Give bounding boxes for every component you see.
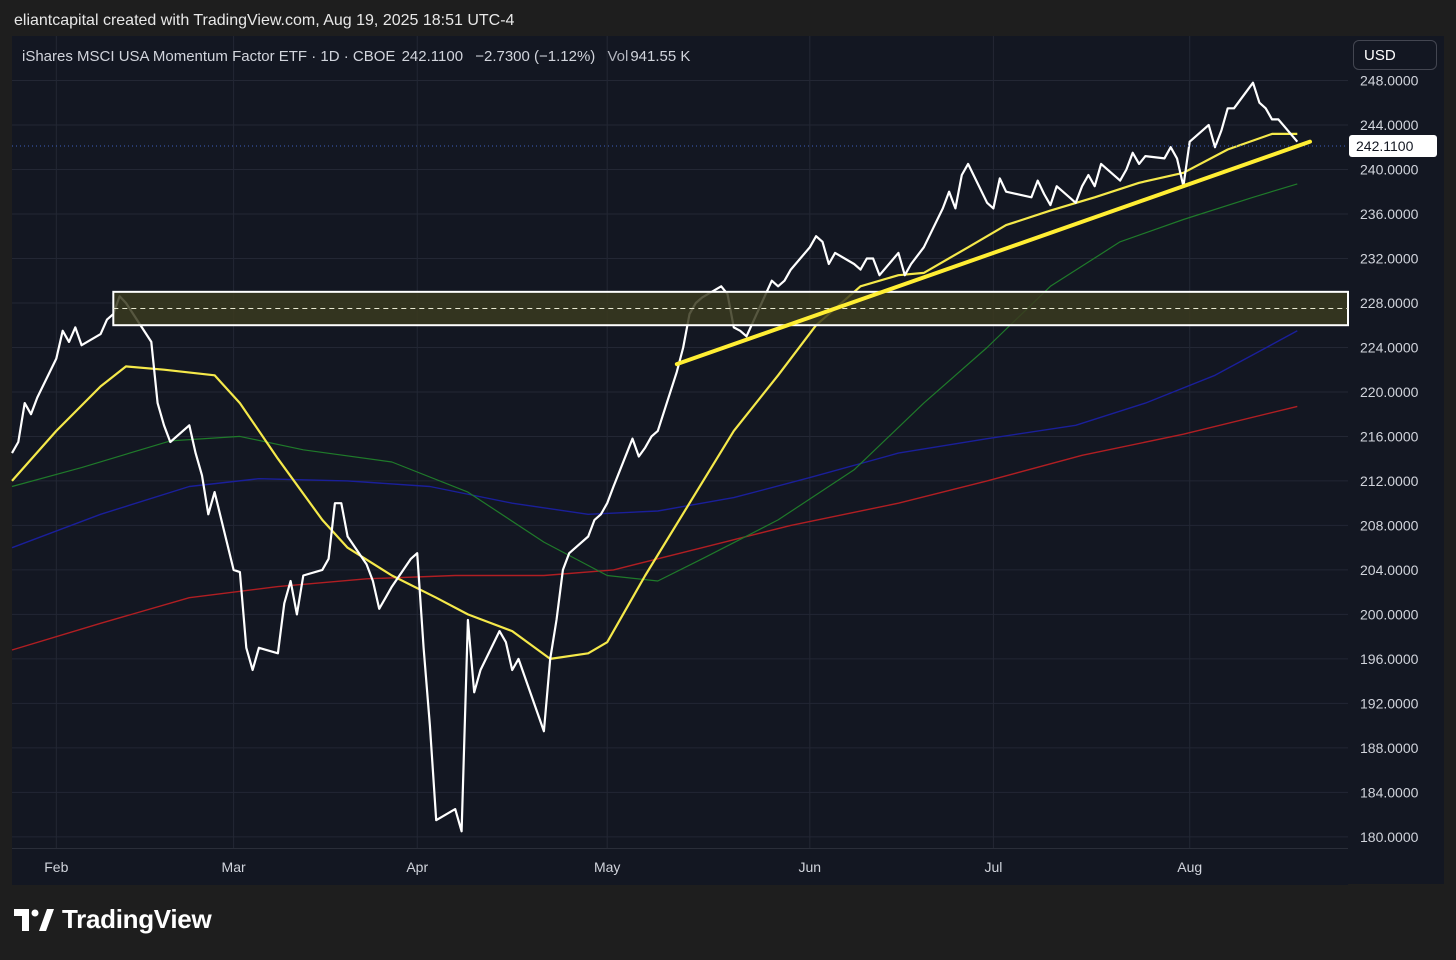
currency-button[interactable]: USD <box>1353 40 1437 70</box>
legend-symbol: iShares MSCI USA Momentum Factor ETF · 1… <box>22 48 396 65</box>
tradingview-logo-icon <box>14 908 54 931</box>
brand-logo: TradingView <box>14 904 212 935</box>
price-axis[interactable] <box>1348 36 1444 848</box>
legend-volume-label: Vol <box>607 48 629 65</box>
chart-pane[interactable] <box>12 36 1348 848</box>
header-caption: eliantcapital created with TradingView.c… <box>14 12 515 29</box>
legend-volume-value: 941.55 K <box>630 48 691 65</box>
legend-change: −2.7300 (−1.12%) <box>475 48 596 65</box>
symbol-legend: iShares MSCI USA Momentum Factor ETF · 1… <box>22 48 692 65</box>
time-axis[interactable] <box>12 848 1348 885</box>
brand-name: TradingView <box>62 904 212 934</box>
axis-corner <box>1348 848 1444 884</box>
legend-last-price: 242.1100 <box>401 48 464 65</box>
